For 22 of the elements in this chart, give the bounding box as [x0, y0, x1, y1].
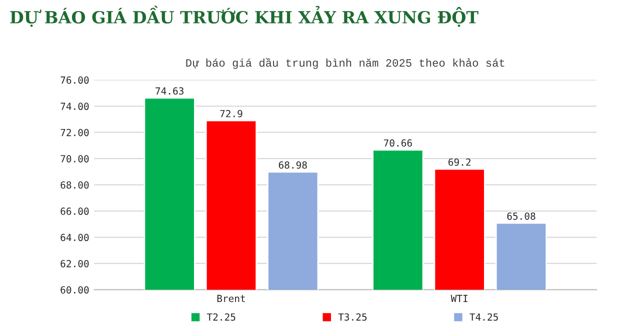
y-tick-label: 74.00: [60, 102, 89, 110]
y-tick-label: 72.00: [60, 128, 89, 136]
data-label: 65.08: [507, 212, 536, 220]
chart-title: DỰ BÁO GIÁ DẦU TRƯỚC KHI XẢY RA XUNG ĐỘT: [10, 6, 478, 27]
y-tick-label: 60.00: [60, 286, 89, 294]
data-label: 69.2: [448, 158, 470, 166]
legend-label: T3.25: [338, 313, 367, 321]
legend-label: T2.25: [206, 313, 236, 321]
data-label: 74.63: [156, 87, 184, 95]
legend-label: T4.25: [470, 313, 498, 321]
y-tick-label: 70.00: [60, 155, 89, 162]
data-label: 70.66: [384, 139, 412, 147]
x-tick-label: WTI: [450, 294, 468, 302]
y-tick-label: 68.00: [60, 181, 89, 189]
chart-subtitle: Dự báo giá dầu trung bình năm 2025 theo khảo sát: [186, 58, 504, 69]
y-tick-label: 64.00: [60, 234, 89, 242]
x-tick-label: Brent: [217, 294, 245, 302]
y-tick-label: 62.00: [60, 260, 89, 268]
data-label: 72.9: [220, 110, 242, 118]
y-tick-label: 76.00: [60, 76, 89, 84]
data-label: 68.98: [278, 161, 307, 169]
y-tick-label: 66.00: [60, 208, 89, 215]
